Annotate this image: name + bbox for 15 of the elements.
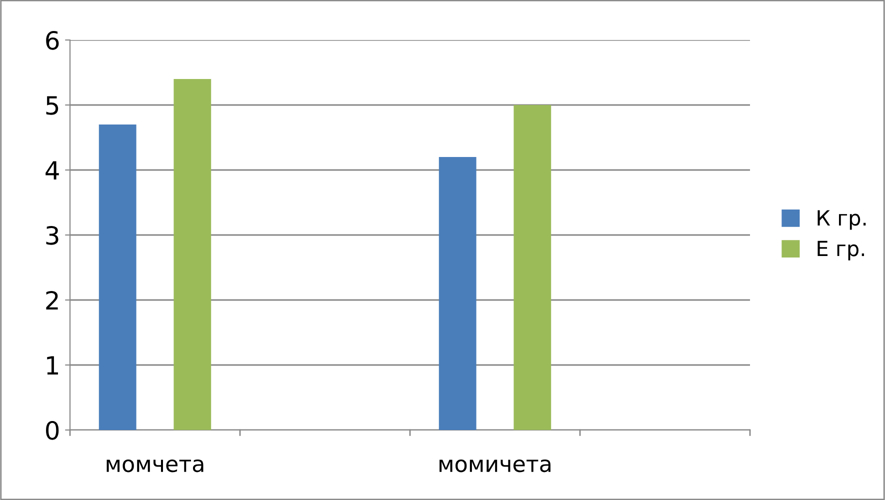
y-tick-label: 5 bbox=[46, 96, 58, 115]
y-tick-label: 2 bbox=[46, 290, 58, 310]
legend-label: Е гр. bbox=[818, 240, 864, 260]
legend-label: К гр. bbox=[818, 210, 866, 230]
y-tick-label: 1 bbox=[47, 356, 58, 374]
bar bbox=[174, 79, 212, 430]
y-tick-label: 3 bbox=[46, 226, 58, 245]
bar bbox=[98, 124, 136, 430]
y-tick-label: 0 bbox=[46, 420, 59, 440]
bar bbox=[438, 157, 476, 430]
y-tick-label: 4 bbox=[46, 161, 59, 180]
y-tick-label: 6 bbox=[46, 30, 59, 50]
bar bbox=[514, 105, 552, 430]
x-tick-label: момичета bbox=[440, 459, 550, 472]
x-tick-label: момчета bbox=[106, 459, 204, 472]
